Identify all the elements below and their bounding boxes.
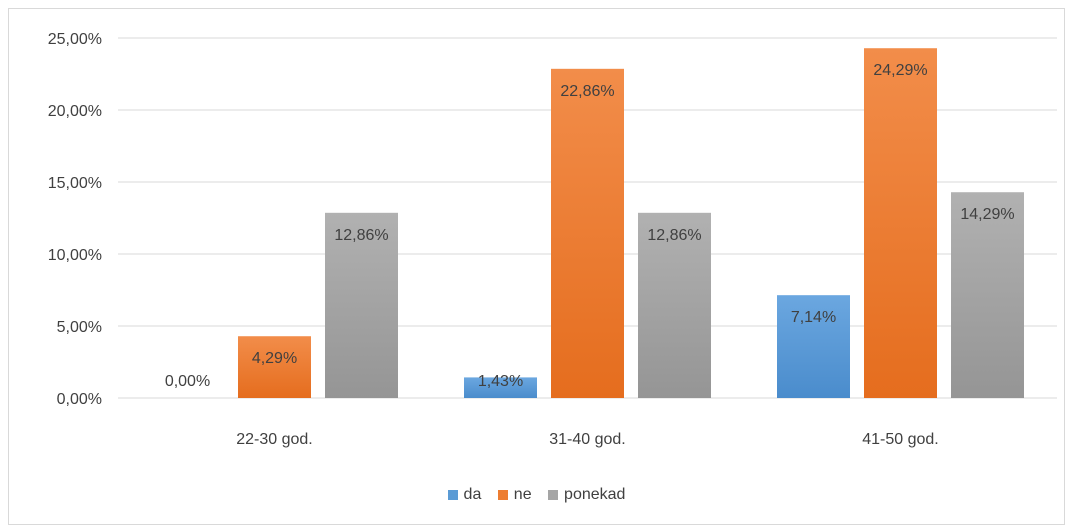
y-tick-label: 10,00% [48, 247, 102, 264]
x-tick-label: 31-40 god. [549, 431, 626, 448]
x-tick-label: 41-50 god. [862, 431, 939, 448]
data-label: 12,86% [334, 227, 388, 244]
legend-swatch-da [447, 490, 458, 500]
bar-ne-2 [551, 68, 624, 398]
bar-ne-3 [864, 48, 937, 398]
bar-da-3 [777, 295, 850, 398]
data-label: 7,14% [791, 309, 836, 326]
data-label: 4,29% [252, 350, 297, 367]
bar-ponekad-2 [638, 212, 711, 398]
y-tick-label: 20,00% [48, 103, 102, 120]
y-tick-label: 0,00% [57, 391, 102, 408]
legend-item-ponekad: ponekad [548, 486, 625, 504]
legend-label-ne: ne [513, 486, 532, 503]
y-tick-label: 15,00% [48, 175, 102, 192]
data-label: 14,29% [960, 206, 1014, 223]
data-label: 1,43% [478, 373, 523, 390]
chart-legend: da ne ponekad [0, 486, 1073, 505]
data-label: 24,29% [873, 62, 927, 79]
y-tick-label: 25,00% [48, 31, 102, 48]
data-label: 12,86% [647, 227, 701, 244]
bar-da-2 [464, 377, 537, 398]
legend-label-da: da [463, 486, 482, 503]
x-tick-label: 22-30 god. [236, 431, 313, 448]
bar-ponekad-1 [325, 212, 398, 398]
y-tick-label: 5,00% [57, 319, 102, 336]
legend-item-da: da [447, 486, 482, 504]
bar-ne-1 [238, 336, 311, 398]
data-label: 0,00% [165, 373, 210, 390]
legend-swatch-ne [497, 490, 508, 500]
legend-item-ne: ne [497, 486, 532, 504]
legend-swatch-ponekad [548, 490, 559, 500]
data-label: 22,86% [560, 83, 614, 100]
legend-label-ponekad: ponekad [564, 486, 626, 503]
bar-ponekad-3 [951, 192, 1024, 398]
